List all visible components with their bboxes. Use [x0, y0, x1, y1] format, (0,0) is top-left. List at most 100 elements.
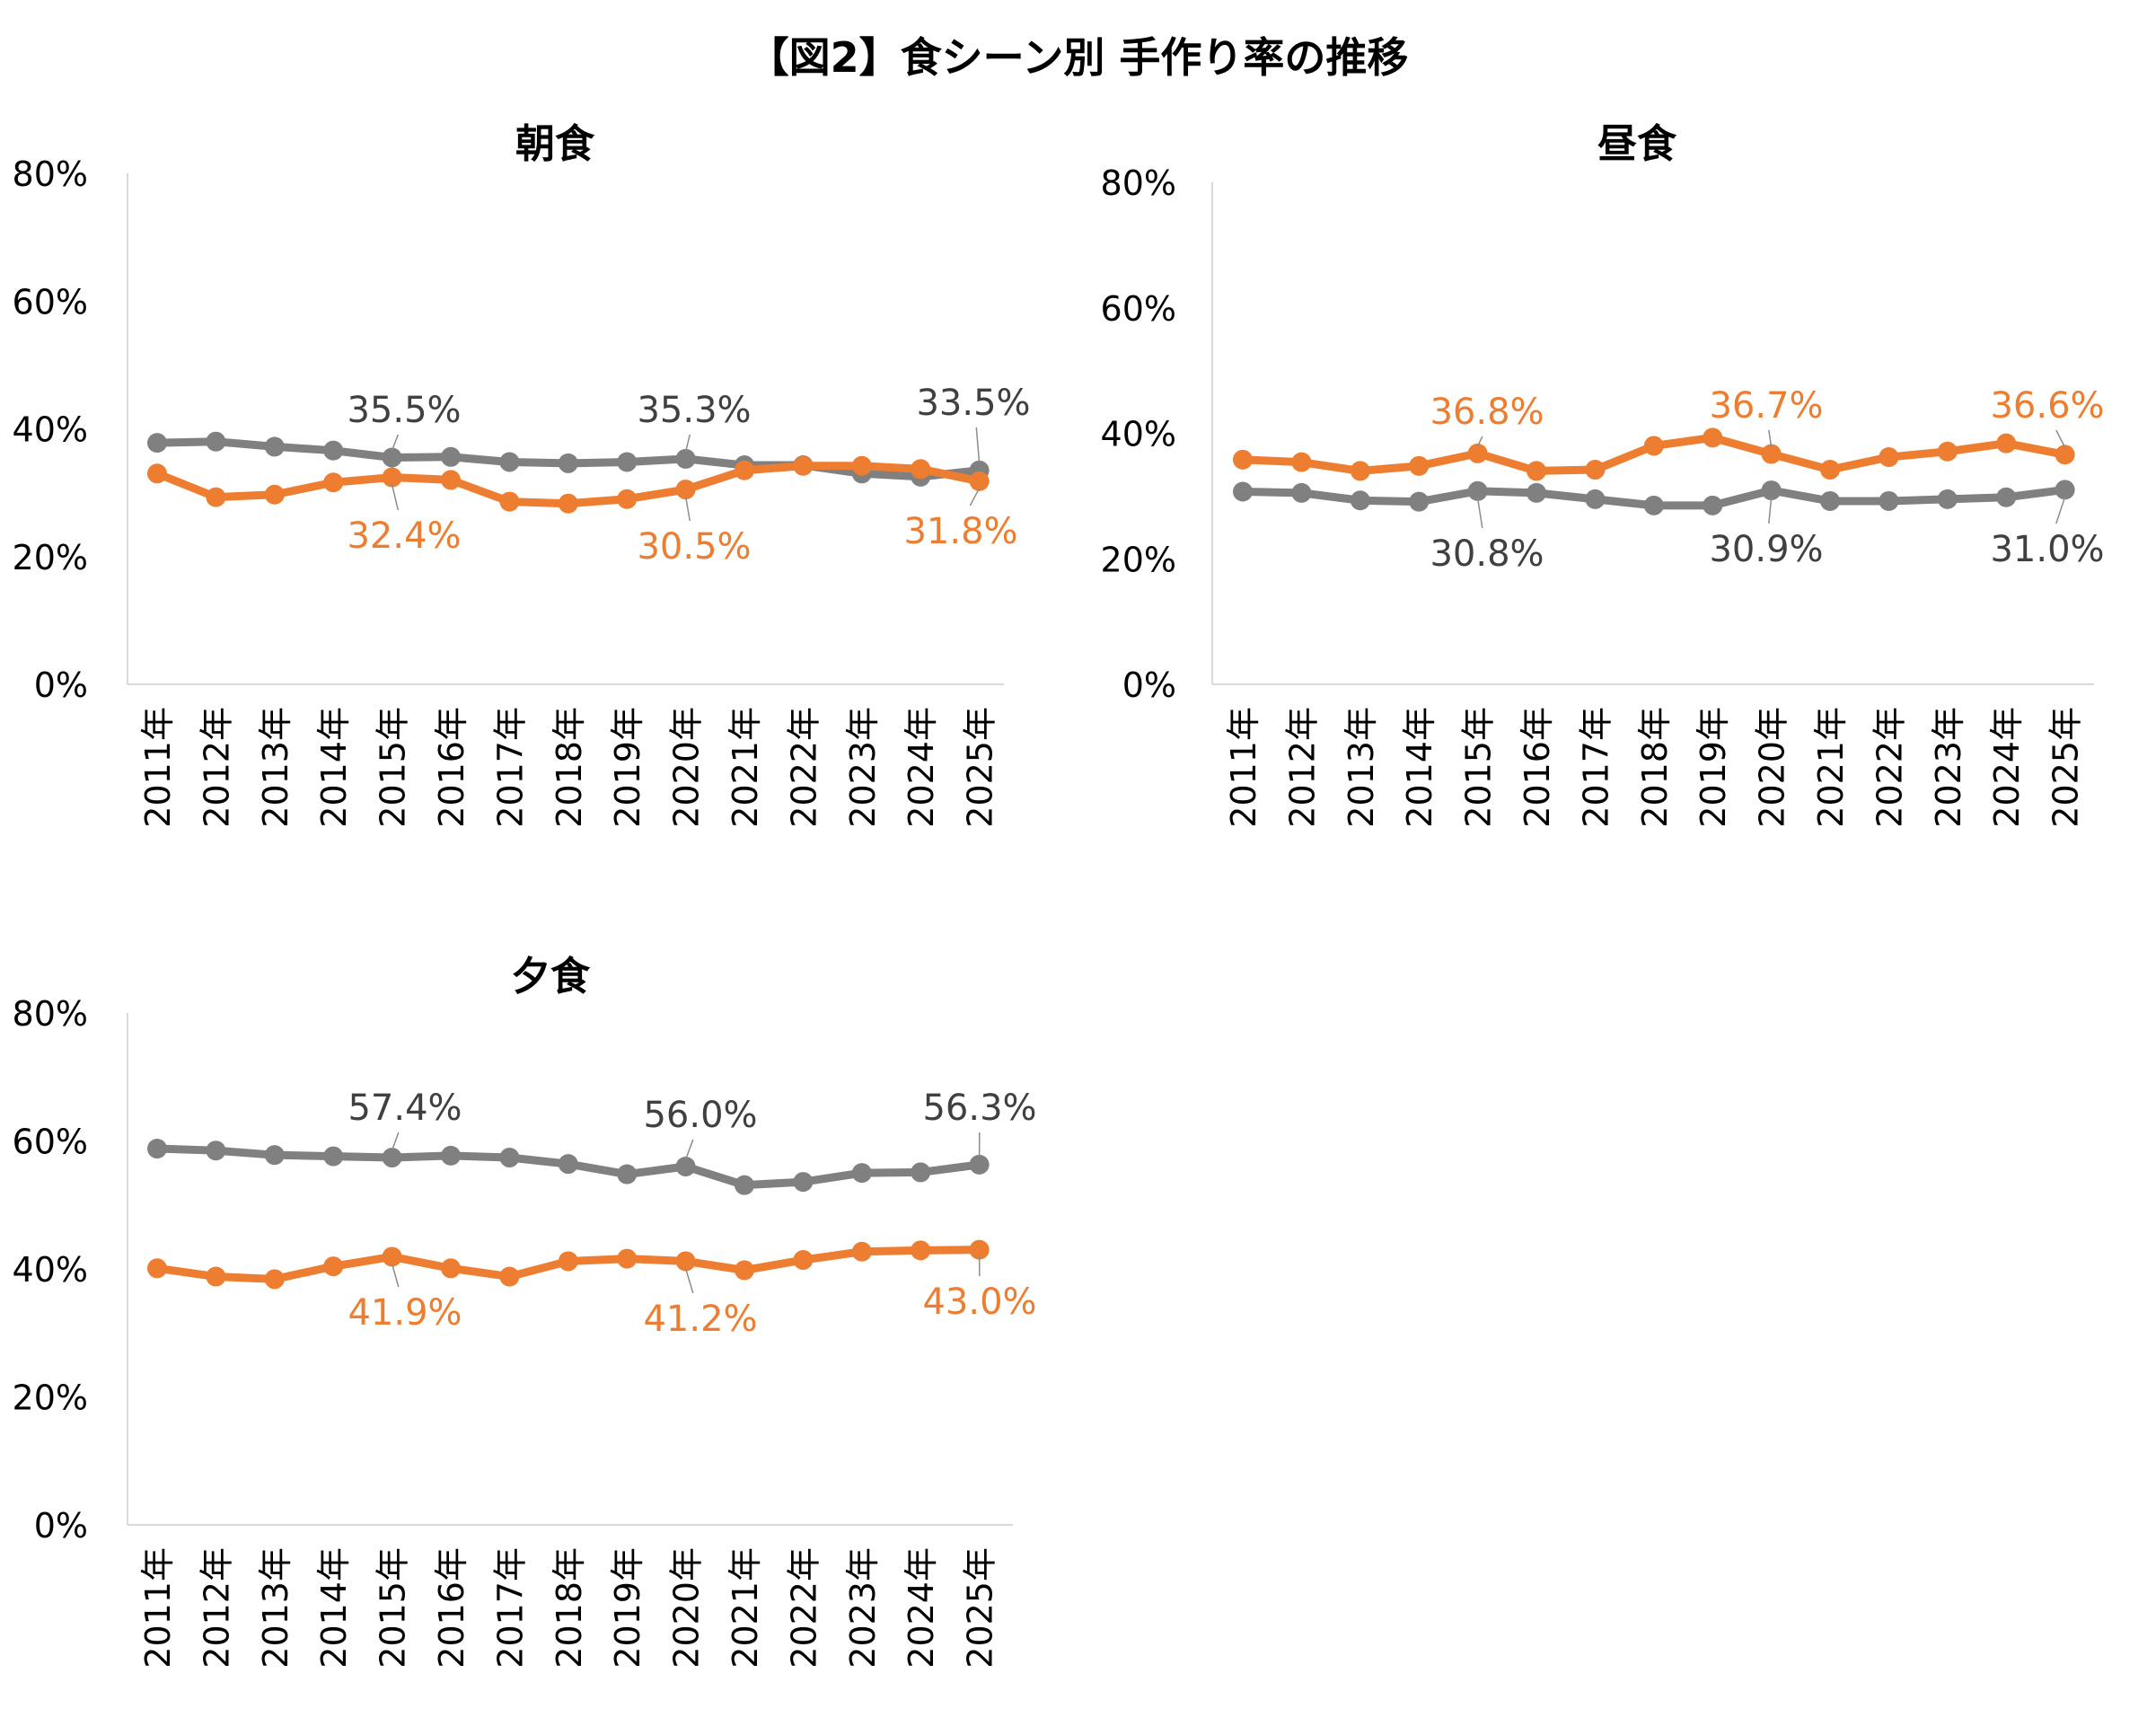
x-tick-label: 2018年 — [1635, 707, 1675, 828]
data-point-gray — [206, 1141, 226, 1161]
x-tick-label: 2025年 — [961, 707, 1000, 828]
y-tick-label: 0% — [34, 665, 88, 705]
data-point-gray — [558, 453, 578, 473]
data-point-gray — [1350, 490, 1370, 511]
data-point-gray — [675, 448, 696, 469]
data-point-orange — [969, 471, 990, 491]
leader-line — [684, 1139, 694, 1160]
x-tick-label: 2025年 — [2046, 707, 2086, 828]
x-tick-label: 2022年 — [784, 707, 823, 828]
data-point-orange — [1879, 447, 1899, 468]
data-point-orange — [1409, 455, 1430, 476]
leader-line — [684, 434, 691, 453]
y-tick-label: 60% — [1101, 289, 1176, 329]
data-label-gray: 56.3% — [922, 1088, 1036, 1129]
x-tick-label: 2012年 — [197, 707, 236, 828]
data-label-orange: 41.2% — [643, 1299, 757, 1340]
chart-0: 朝食 0% 20% 40% 60% 80% 2011年 2012年 2013年 2014年 2015… — [13, 121, 1031, 828]
data-point-gray — [1879, 490, 1899, 511]
data-label-orange: 43.0% — [922, 1281, 1036, 1323]
data-point-gray — [1703, 495, 1723, 515]
x-tick-label: 2021年 — [726, 707, 765, 828]
data-label-orange: 36.7% — [1709, 385, 1823, 427]
x-tick-label: 2017年 — [490, 707, 530, 828]
data-point-gray — [2055, 480, 2075, 500]
data-point-orange — [1467, 443, 1488, 463]
data-point-gray — [441, 446, 461, 467]
data-point-gray — [1291, 482, 1312, 503]
x-tick-label: 2022年 — [1870, 707, 1909, 828]
data-point-gray — [851, 1163, 872, 1184]
data-point-orange — [382, 1246, 402, 1267]
data-label-gray: 30.8% — [1430, 533, 1544, 575]
data-point-orange — [441, 470, 461, 490]
x-tick-label: 2020年 — [667, 1547, 707, 1669]
x-tick-label: 2015年 — [374, 1547, 413, 1669]
page-title: 【図2】食シーン別 手作り率の推移 — [747, 33, 1409, 82]
data-point-gray — [617, 1164, 638, 1185]
data-point-gray — [911, 1162, 931, 1183]
leader-line — [391, 484, 400, 511]
y-tick-label: 20% — [13, 538, 88, 577]
data-point-orange — [323, 472, 344, 493]
data-label-orange: 31.8% — [903, 511, 1017, 552]
data-label-orange: 36.6% — [1990, 385, 2104, 427]
leader-line — [1768, 498, 1773, 524]
data-point-orange — [264, 1269, 285, 1290]
data-point-gray — [1409, 491, 1430, 512]
data-point-orange — [2055, 445, 2075, 465]
chart-title: 昼食 — [1597, 121, 1677, 167]
data-point-gray — [382, 1148, 402, 1168]
data-point-gray — [147, 1139, 167, 1159]
data-point-orange — [441, 1258, 461, 1279]
data-label-gray: 56.0% — [643, 1095, 757, 1136]
leader-line — [391, 434, 400, 451]
data-point-gray — [264, 436, 285, 457]
chart-2: 夕食 0% 20% 40% 60% 80% 2011年 2012年 2013年 2014年 2015… — [13, 954, 1037, 1669]
data-point-gray — [1820, 490, 1840, 511]
data-point-gray — [1233, 481, 1253, 502]
x-tick-label: 2023年 — [1929, 707, 1968, 828]
data-point-orange — [675, 480, 696, 500]
x-tick-label: 2013年 — [1342, 707, 1381, 828]
data-point-gray — [1996, 487, 2017, 507]
x-tick-label: 2016年 — [432, 707, 471, 828]
x-tick-label: 2011年 — [138, 1547, 178, 1669]
data-point-gray — [323, 1146, 344, 1167]
data-label-gray: 30.9% — [1709, 529, 1823, 570]
data-point-orange — [1996, 433, 2017, 454]
x-tick-label: 2023年 — [843, 1547, 883, 1669]
data-point-gray — [147, 433, 167, 454]
data-point-orange — [1291, 452, 1312, 472]
x-tick-label: 2019年 — [608, 1547, 647, 1669]
data-point-gray — [1937, 489, 1958, 509]
x-tick-label: 2024年 — [902, 1547, 941, 1669]
x-tick-label: 2015年 — [374, 707, 413, 828]
x-tick-label: 2014年 — [314, 707, 354, 828]
data-point-gray — [675, 1157, 696, 1176]
x-tick-label: 2020年 — [667, 707, 707, 828]
data-label-orange: 36.8% — [1430, 392, 1544, 433]
data-label-gray: 57.4% — [348, 1088, 462, 1129]
x-tick-label: 2014年 — [1400, 707, 1439, 828]
data-point-orange — [147, 1258, 167, 1279]
y-tick-label: 60% — [13, 282, 88, 321]
y-tick-label: 40% — [13, 1250, 88, 1290]
data-point-gray — [264, 1145, 285, 1166]
data-point-orange — [499, 491, 520, 512]
data-point-gray — [1585, 489, 1606, 509]
data-point-orange — [793, 455, 814, 476]
y-tick-label: 20% — [13, 1378, 88, 1418]
data-point-orange — [558, 1251, 578, 1272]
data-point-gray — [323, 440, 344, 461]
x-tick-label: 2019年 — [1694, 707, 1733, 828]
y-tick-label: 0% — [34, 1506, 88, 1546]
data-point-orange — [911, 1240, 931, 1261]
data-point-orange — [264, 484, 285, 505]
data-point-orange — [147, 463, 167, 484]
x-tick-label: 2017年 — [1576, 707, 1615, 828]
y-tick-label: 40% — [1101, 415, 1176, 454]
chart-title: 朝食 — [515, 121, 595, 167]
data-point-gray — [617, 452, 638, 472]
